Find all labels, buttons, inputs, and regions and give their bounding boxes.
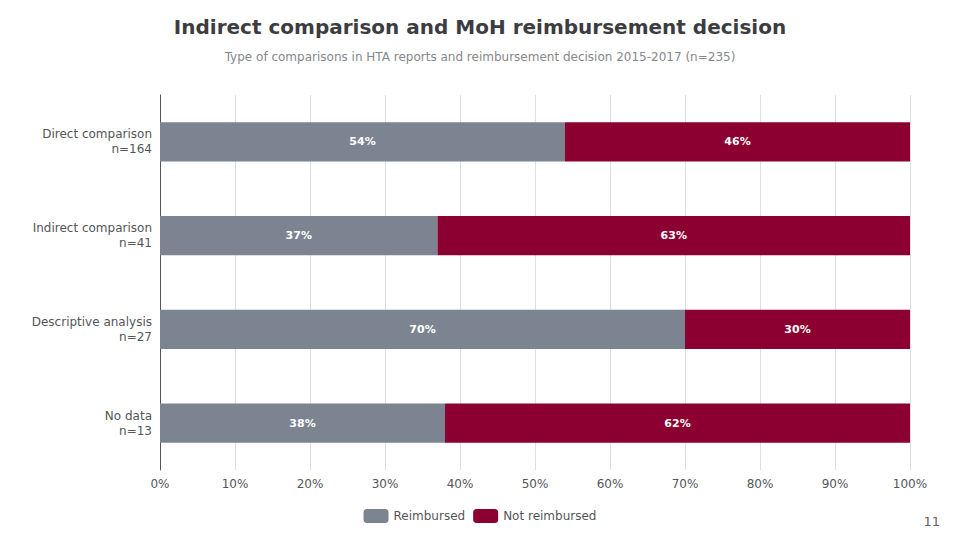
svg-text:62%: 62% <box>664 417 690 430</box>
svg-text:54%: 54% <box>349 135 375 148</box>
svg-text:Indirect comparison and MoH re: Indirect comparison and MoH reimbursemen… <box>174 15 786 39</box>
svg-text:50%: 50% <box>522 477 549 491</box>
svg-text:30%: 30% <box>784 323 810 336</box>
svg-text:30%: 30% <box>372 477 399 491</box>
svg-text:70%: 70% <box>672 477 699 491</box>
svg-text:90%: 90% <box>822 477 849 491</box>
svg-text:n=13: n=13 <box>119 424 152 438</box>
svg-text:n=27: n=27 <box>119 330 152 344</box>
svg-text:80%: 80% <box>747 477 774 491</box>
svg-text:10%: 10% <box>222 477 249 491</box>
svg-text:40%: 40% <box>447 477 474 491</box>
svg-text:Type of comparisons in HTA rep: Type of comparisons in HTA reports and r… <box>224 50 736 64</box>
svg-text:Reimbursed: Reimbursed <box>394 509 466 523</box>
svg-text:Direct comparison: Direct comparison <box>42 127 152 141</box>
svg-text:70%: 70% <box>409 323 435 336</box>
svg-text:63%: 63% <box>661 229 687 242</box>
svg-text:Descriptive analysis: Descriptive analysis <box>32 315 152 329</box>
svg-text:11: 11 <box>923 514 940 529</box>
svg-text:60%: 60% <box>597 477 624 491</box>
svg-text:100%: 100% <box>893 477 927 491</box>
svg-text:n=41: n=41 <box>119 236 152 250</box>
svg-text:n=164: n=164 <box>111 142 152 156</box>
svg-text:No data: No data <box>105 409 152 423</box>
svg-text:37%: 37% <box>286 229 312 242</box>
svg-text:20%: 20% <box>297 477 324 491</box>
svg-text:Indirect comparison: Indirect comparison <box>33 221 152 235</box>
svg-text:38%: 38% <box>289 417 315 430</box>
svg-text:0%: 0% <box>150 477 169 491</box>
svg-text:Not reimbursed: Not reimbursed <box>503 509 596 523</box>
svg-text:46%: 46% <box>724 135 750 148</box>
